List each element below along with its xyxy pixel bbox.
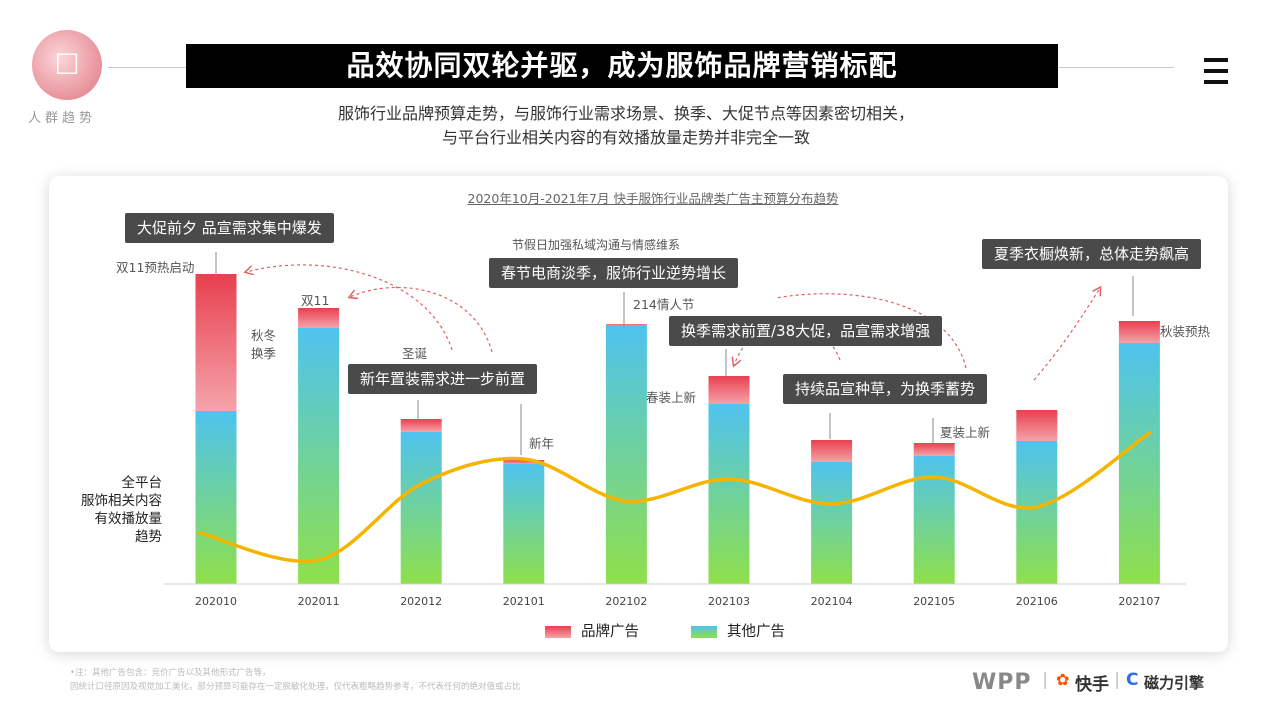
label-summer-new: 夏装上新	[940, 425, 991, 440]
trend-line-label: 全平台 服饰相关内容 有效播放量 趋势	[60, 474, 162, 546]
logo-text: 人群趋势	[28, 111, 97, 126]
legend-other-label: 其他广告	[727, 624, 785, 640]
trend-label-line3: 有效播放量	[94, 511, 163, 527]
bar-other-202104	[811, 462, 853, 584]
logo-icon: ☐	[54, 48, 80, 81]
x-tick-label: 202105	[913, 595, 955, 608]
x-tick-label: 202106	[1016, 595, 1058, 608]
label-christmas: 圣诞	[402, 346, 428, 361]
bar-other-202011	[298, 328, 340, 584]
bar-brand-202011	[298, 308, 340, 328]
kuaishou-logo: 快手	[1075, 675, 1109, 695]
bar-other-202010	[195, 411, 237, 584]
bar-brand-202012	[400, 419, 442, 432]
bar-brand-202105	[913, 443, 955, 456]
annotation-box-summer: 夏季衣橱焕新，总体走势飙高	[982, 239, 1202, 269]
page-title: 品效协同双轮并驱，成为服饰品牌营销标配	[186, 44, 1058, 88]
label-valentine: 214情人节	[633, 297, 695, 312]
trend-label-line1: 全平台	[121, 475, 163, 491]
logo: ☐	[32, 30, 102, 100]
trend-label-line2: 服饰相关内容	[81, 493, 162, 509]
menu-icon[interactable]	[1204, 58, 1228, 84]
brand-divider-1: |	[1042, 670, 1049, 690]
x-tick-label: 202103	[708, 595, 750, 608]
chart-title: 2020年10月-2021年7月 快手服饰行业品牌类广告主预算分布趋势	[467, 191, 839, 206]
bar-other-202103	[708, 404, 750, 584]
footnote-1: •注：其他广告包含：竞价广告以及其他形式广告等，	[70, 668, 271, 678]
kuaishou-icon: ✿	[1056, 670, 1070, 689]
connector-lines	[215, 252, 1134, 455]
annotation-holiday-caption: 节假日加强私域沟通与情感维系	[512, 238, 681, 252]
x-tick-label: 202104	[811, 595, 853, 608]
annotation-box-spring-festival: 春节电商淡季，服饰行业逆势增长	[489, 258, 739, 288]
bar-other-202012	[400, 432, 442, 584]
bar-other-202105	[913, 456, 955, 584]
wpp-logo: WPP	[972, 670, 1032, 695]
annotation-box-new-year: 新年置装需求进一步前置	[348, 364, 538, 394]
x-tick-label: 202010	[195, 595, 237, 608]
legend-other: 其他广告	[691, 623, 785, 641]
label-spring-new: 春装上新	[646, 390, 697, 405]
label-autumn-warmup: 秋装预热	[1160, 324, 1211, 339]
label-autumn-winter: 秋冬 换季	[251, 328, 277, 361]
bar-brand-202104	[811, 440, 853, 462]
x-tick-label: 202107	[1118, 595, 1160, 608]
legend-other-swatch	[691, 626, 717, 638]
divider-left	[108, 67, 186, 68]
bar-other-202107	[1118, 343, 1160, 584]
trend-line	[198, 431, 1152, 564]
x-tick-label: 202012	[400, 595, 442, 608]
bar-brand-202102	[605, 324, 647, 325]
bar-brand-202010	[195, 274, 237, 411]
divider-right	[1058, 67, 1174, 68]
bar-brand-202103	[708, 376, 750, 404]
legend-brand-swatch	[545, 626, 571, 638]
bar-brand-202107	[1118, 321, 1160, 343]
legend-brand-label: 品牌广告	[581, 624, 639, 640]
cili-icon: C	[1126, 670, 1139, 690]
cili-logo: 磁力引擎	[1144, 674, 1205, 692]
subtitle-line1: 服饰行业品牌预算走势，与服饰行业需求场景、换季、大促节点等因素密切相关，	[337, 104, 914, 123]
bar-other-202101	[503, 464, 545, 584]
annotation-box-seeding: 持续品宣种草，为换季蓄势	[783, 374, 988, 404]
footnote-2: 因统计口径原因及视觉加工美化，部分预算可能存在一定脱敏化处理，仅代表粗略趋势参考…	[70, 682, 521, 692]
trend-label-line4: 趋势	[135, 529, 162, 545]
legend-brand: 品牌广告	[545, 623, 639, 641]
x-tick-label: 202102	[605, 595, 647, 608]
annotation-box-season-change: 换季需求前置/38大促，品宣需求增强	[669, 316, 943, 346]
bar-other-202106	[1016, 441, 1058, 584]
annotation-box-pre-promo: 大促前夕 品宣需求集中爆发	[125, 213, 334, 243]
bar-other-202102	[605, 325, 647, 584]
subtitle-line2: 与平台行业相关内容的有效播放量走势并非完全一致	[441, 128, 810, 147]
bar-brand-202101	[503, 460, 545, 464]
x-tick-label: 202011	[298, 595, 340, 608]
x-tick-label: 202101	[503, 595, 545, 608]
label-new-year: 新年	[529, 436, 555, 451]
label-double11-warmup: 双11预热启动	[116, 260, 195, 275]
brand-divider-2: |	[1114, 670, 1121, 690]
bar-brand-202106	[1016, 410, 1058, 441]
label-double11: 双11	[301, 293, 330, 308]
